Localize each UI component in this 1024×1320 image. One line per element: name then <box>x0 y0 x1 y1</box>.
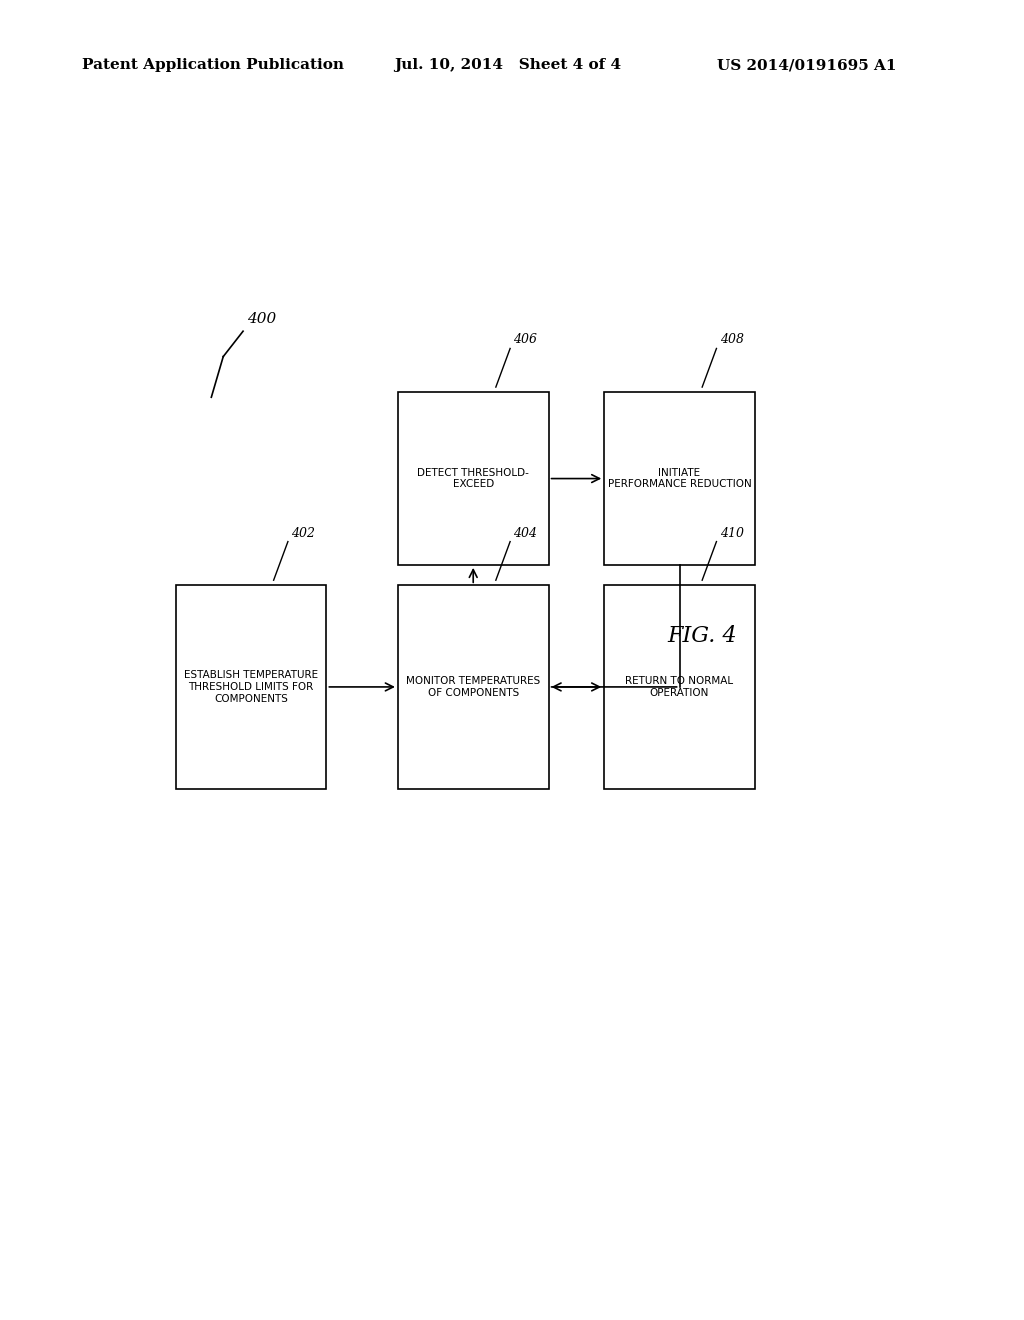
Text: INITIATE
PERFORMANCE REDUCTION: INITIATE PERFORMANCE REDUCTION <box>607 467 752 490</box>
Text: MONITOR TEMPERATURES
OF COMPONENTS: MONITOR TEMPERATURES OF COMPONENTS <box>407 676 541 698</box>
Bar <box>397 392 549 565</box>
Text: FIG. 4: FIG. 4 <box>668 626 737 647</box>
Bar <box>604 585 755 788</box>
Text: 404: 404 <box>513 527 538 540</box>
Text: 410: 410 <box>720 527 743 540</box>
Text: 406: 406 <box>513 334 538 346</box>
Text: 408: 408 <box>720 334 743 346</box>
Bar <box>176 585 327 788</box>
Text: 400: 400 <box>247 312 276 326</box>
Text: US 2014/0191695 A1: US 2014/0191695 A1 <box>717 58 896 73</box>
Text: DETECT THRESHOLD-
EXCEED: DETECT THRESHOLD- EXCEED <box>417 467 529 490</box>
Bar <box>397 585 549 788</box>
Bar <box>604 392 755 565</box>
Text: 402: 402 <box>291 527 315 540</box>
Text: RETURN TO NORMAL
OPERATION: RETURN TO NORMAL OPERATION <box>626 676 733 698</box>
Text: ESTABLISH TEMPERATURE
THRESHOLD LIMITS FOR
COMPONENTS: ESTABLISH TEMPERATURE THRESHOLD LIMITS F… <box>184 671 318 704</box>
Text: Patent Application Publication: Patent Application Publication <box>82 58 344 73</box>
Text: Jul. 10, 2014   Sheet 4 of 4: Jul. 10, 2014 Sheet 4 of 4 <box>394 58 622 73</box>
